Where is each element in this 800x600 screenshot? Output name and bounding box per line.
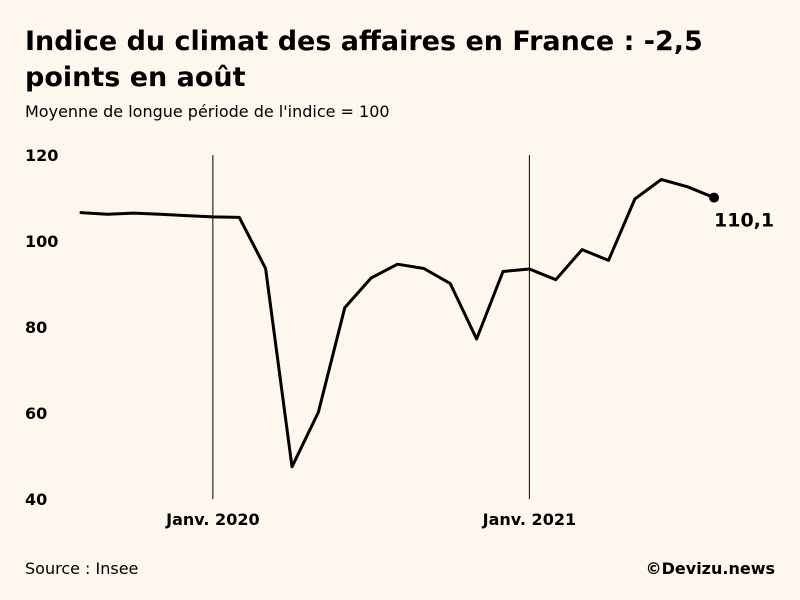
end-value-label: 110,1	[714, 210, 774, 232]
chart-subtitle: Moyenne de longue période de l'indice = …	[25, 102, 390, 121]
y-tick-label: 60	[25, 404, 47, 423]
y-tick-label: 40	[25, 490, 47, 509]
reference-lines	[212, 155, 530, 499]
y-tick-label: 100	[25, 232, 58, 251]
y-axis-ticks: 40 60 80 100 120	[25, 146, 58, 509]
chart-title: Indice du climat des affaires en France …	[25, 26, 703, 93]
y-tick-label: 80	[25, 318, 47, 337]
credit-note: ©Devizu.news	[645, 559, 775, 578]
end-point-marker	[709, 192, 719, 203]
x-tick-label: Janv. 2020	[165, 510, 259, 529]
x-tick-label: Janv. 2021	[482, 510, 576, 529]
source-note: Source : Insee	[25, 559, 139, 578]
x-axis-ticks: Janv. 2020 Janv. 2021	[165, 510, 576, 529]
y-tick-label: 120	[25, 146, 58, 165]
series-line	[79, 178, 716, 469]
series-layer: 110,1	[79, 178, 774, 469]
